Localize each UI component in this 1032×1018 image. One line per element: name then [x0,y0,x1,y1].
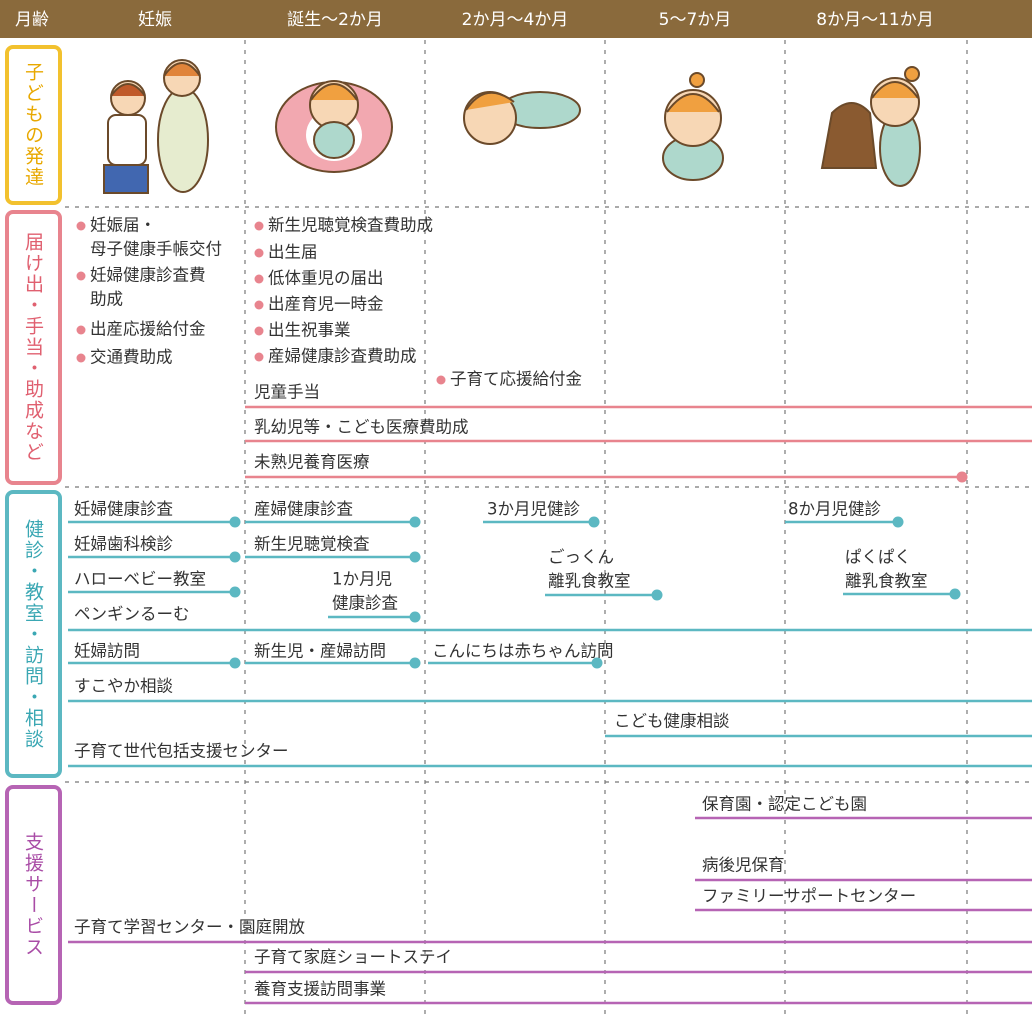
item-text: ペンギンるーむ [74,605,190,624]
bullet [254,221,264,231]
item-text: 産婦健康診査費助成 [268,347,417,366]
item-text: 子育て学習センター・園庭開放 [74,918,306,937]
item-text: 低体重児の届出 [268,269,384,288]
section-label: 届け出・手当・助成など [5,210,62,485]
end-dot [409,657,421,669]
bullet [76,353,86,363]
header-band [0,0,1032,38]
end-dot [229,551,241,563]
item-text: 新生児聴覚検査費助成 [268,216,433,235]
end-dot [229,516,241,528]
item-text: 3か月児健診 [487,500,580,519]
section-label: 支援サービス [5,785,62,1005]
item-text: 出産応援給付金 [90,320,206,339]
bullet [436,375,446,385]
end-dot [956,471,968,483]
item-text: 離乳食教室 [548,572,631,591]
item-text: 妊婦健康診査費 [90,266,206,285]
item-text: ぱくぱく [845,548,911,567]
item-text: 出産育児一時金 [268,295,384,314]
item-text: 1か月児 [332,570,392,589]
item-text: ごっくん [548,548,614,567]
item-text: ハローベビー教室 [74,570,206,589]
end-dot [229,586,241,598]
item-text: 新生児聴覚検査 [254,535,370,554]
end-dot [651,589,663,601]
item-text: ファミリーサポートセンター [702,887,916,906]
item-text: こんにちは赤ちゃん訪問 [432,642,614,661]
end-dot [949,588,961,600]
bullet [254,352,264,362]
item-text: 出生祝事業 [268,321,351,340]
item-text: 保育園・認定こども園 [702,795,867,814]
item-text: 出生届 [268,243,318,262]
item-text: 乳幼児等・こども医療費助成 [254,418,469,437]
bullet [254,300,264,310]
item-text: 妊婦健康診査 [74,500,173,519]
section-label: 子どもの発達 [5,45,62,205]
item-text: こども健康相談 [614,712,730,731]
column-header: 2か月～4か月 [462,10,569,30]
bullet [76,325,86,335]
item-text: 助成 [90,290,123,309]
bullet [76,271,86,281]
item-text: 未熟児養育医療 [254,453,370,472]
bullet [76,221,86,231]
item-text: 病後児保育 [702,856,785,875]
item-text: 子育て応援給付金 [450,370,583,389]
item-text: すこやか相談 [74,677,173,696]
item-text: 児童手当 [254,383,320,402]
end-dot [591,657,603,669]
column-header: 5～7か月 [659,10,732,30]
item-text: 養育支援訪問事業 [254,980,386,999]
illustrations [103,59,921,194]
column-header: 誕生～2か月 [287,10,383,30]
item-text: 8か月児健診 [788,500,881,519]
item-text: 妊娠届・ [90,216,156,235]
bullet [254,248,264,258]
bullet [254,326,264,336]
end-dot [892,516,904,528]
end-dot [409,611,421,623]
column-header: 8か月～11か月 [816,10,933,30]
item-text: 離乳食教室 [845,572,928,591]
item-text: 健康診査 [332,594,398,613]
item-text: 子育て家庭ショートステイ [254,948,452,967]
end-dot [588,516,600,528]
end-dot [229,657,241,669]
item-text: 妊婦歯科検診 [74,535,174,554]
section-label: 健診・教室・訪問・相談 [5,490,62,778]
column-header: 妊娠 [138,10,172,30]
item-text: 新生児・産婦訪問 [254,642,386,661]
end-dot [409,516,421,528]
bullet [254,274,264,284]
item-text: 交通費助成 [90,348,173,367]
item-text: 妊婦訪問 [74,642,140,661]
item-text: 産婦健康診査 [254,500,353,519]
item-text: 子育て世代包括支援センター [74,742,289,761]
end-dot [409,551,421,563]
column-header: 月齢 [15,10,49,30]
item-text: 母子健康手帳交付 [90,240,222,259]
